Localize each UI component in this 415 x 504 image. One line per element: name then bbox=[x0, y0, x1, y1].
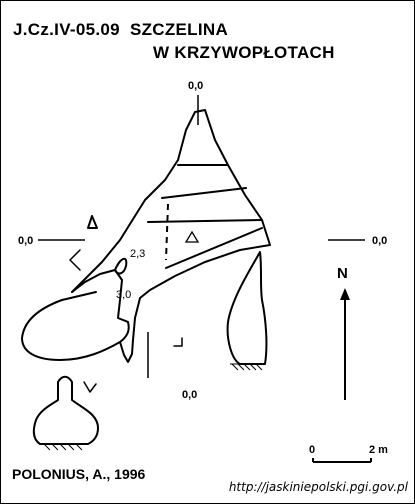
hatch-right bbox=[231, 363, 263, 371]
hatch-bottom-left bbox=[43, 443, 83, 451]
datum-label-right: 0,0 bbox=[372, 235, 387, 247]
cross-section-bottom-left bbox=[32, 375, 99, 445]
north-arrowhead-icon bbox=[340, 288, 350, 300]
depth-label: 2,3 bbox=[130, 248, 145, 260]
section-arrow-icon bbox=[83, 381, 97, 393]
cave-outline-upper bbox=[71, 109, 271, 341]
author-credit: POLONIUS, A., 1996 bbox=[12, 466, 146, 482]
cave-id-title: J.Cz.IV-05.09 SZCZELINA bbox=[13, 20, 229, 39]
datum-label-top: 0,0 bbox=[188, 80, 203, 92]
north-label: N bbox=[337, 265, 348, 282]
cave-name-title: W KRZYWOPŁOTACH bbox=[153, 43, 335, 62]
side-passage-right bbox=[226, 251, 268, 365]
datum-label-bottom: 0,0 bbox=[182, 389, 197, 401]
datum-label-left: 0,0 bbox=[18, 235, 33, 247]
section-arrow-icon bbox=[69, 249, 81, 271]
cave-pit bbox=[114, 257, 128, 275]
source-url: http://jaskiniepolski.pgi.gov.pl bbox=[228, 480, 408, 494]
cave-outline-passage bbox=[119, 339, 134, 363]
cave-outline-lower bbox=[71, 269, 129, 323]
cave-rock bbox=[87, 215, 98, 229]
cave-outline-chamber bbox=[21, 299, 130, 361]
depth-label: 3,0 bbox=[116, 289, 131, 301]
scale-end-label: 2 m bbox=[369, 444, 388, 456]
scale-start-label: 0 bbox=[309, 444, 315, 456]
section-arrow-icon bbox=[173, 337, 183, 347]
survey-station-icon bbox=[184, 230, 200, 243]
dashed-drip-line bbox=[165, 203, 169, 261]
scale-bar bbox=[312, 458, 372, 463]
cave-outline-chamber-top bbox=[61, 291, 97, 301]
